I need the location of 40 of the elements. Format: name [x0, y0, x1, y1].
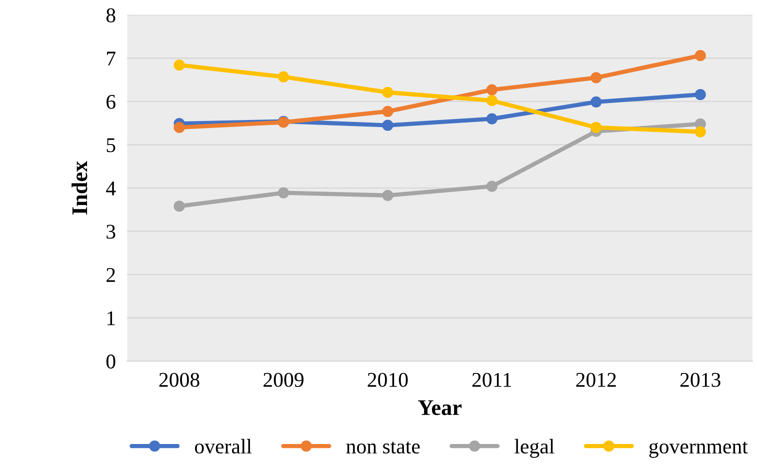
y-tick-label: 1: [107, 311, 115, 326]
point: [174, 200, 185, 212]
point: [174, 60, 185, 71]
point: [694, 88, 706, 100]
point: [174, 122, 185, 133]
point: [486, 113, 498, 124]
legend-label: legal: [514, 438, 554, 458]
point: [382, 86, 394, 98]
point: [486, 95, 498, 106]
y-axis-title: Index: [72, 160, 88, 214]
y-tick-label: 2: [106, 268, 115, 282]
point: [590, 96, 602, 108]
point: [694, 50, 706, 62]
x-tick-label: 2010: [368, 372, 408, 387]
x-tick-label: 2009: [264, 372, 304, 387]
legend-label: non state: [346, 442, 420, 454]
x-tick-label: 2013: [680, 372, 720, 387]
y-tick-label: 6: [106, 94, 116, 109]
y-tick-label: 5: [106, 138, 116, 152]
point: [486, 84, 498, 96]
y-tick-label: 3: [106, 224, 116, 239]
y-tick-label: 7: [107, 52, 116, 66]
x-tick-label: 2011: [472, 372, 512, 387]
x-tick-label: 2012: [576, 372, 616, 387]
x-axis-title: Year: [418, 400, 462, 416]
point: [382, 106, 394, 117]
point: [382, 120, 394, 131]
legend-label: government: [649, 442, 748, 458]
y-tick-label: 0: [106, 354, 116, 369]
point: [278, 187, 290, 198]
point: [590, 72, 602, 84]
y-tick-label: 8: [106, 8, 116, 22]
y-tick-label: 4: [106, 182, 116, 196]
point: [590, 122, 602, 133]
legend-label: overall: [195, 438, 252, 454]
x-tick-label: 2008: [159, 372, 200, 387]
point: [382, 190, 394, 201]
point: [486, 180, 498, 192]
point: [694, 126, 706, 138]
point: [278, 71, 290, 82]
